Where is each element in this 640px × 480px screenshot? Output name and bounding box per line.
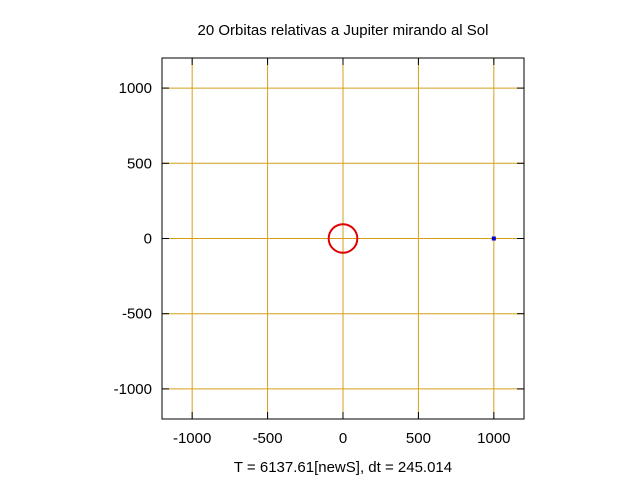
y-tick-labels: -1000 -500 0 500 1000 [114,80,152,398]
x-tick-label: 1000 [477,430,510,447]
chart-title: 20 Orbitas relativas a Jupiter mirando a… [198,22,489,39]
x-tick-label: -500 [253,430,283,447]
x-axis-label: T = 6137.61[newS], dt = 245.014 [234,459,452,476]
y-tick-label: 500 [127,155,152,172]
y-tick-label: -500 [122,306,152,323]
data-point-square [491,236,496,241]
x-tick-labels: -1000 -500 0 500 1000 [173,430,511,447]
x-tick-label: 0 [339,430,347,447]
x-tick-label: -1000 [173,430,211,447]
x-tick-label: 500 [406,430,431,447]
orbit-ring [327,223,359,254]
y-tick-label: 1000 [119,80,152,97]
y-tick-label: 0 [144,231,152,248]
grid-lines [162,58,524,419]
axis-ticks [162,58,524,419]
data-series [327,223,496,254]
y-tick-label: -1000 [114,381,152,398]
